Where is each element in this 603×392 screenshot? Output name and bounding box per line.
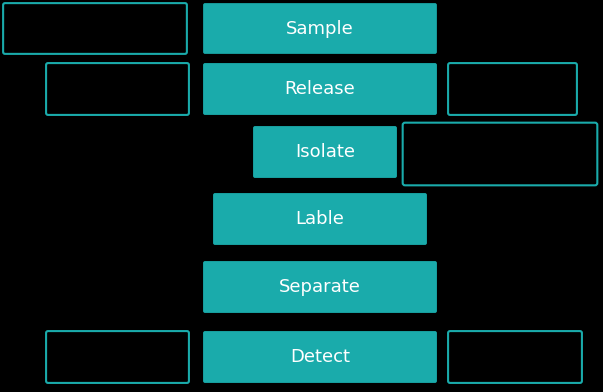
FancyBboxPatch shape: [3, 3, 187, 54]
FancyBboxPatch shape: [253, 126, 397, 178]
Text: Sample: Sample: [286, 20, 354, 38]
FancyBboxPatch shape: [203, 63, 437, 115]
FancyBboxPatch shape: [46, 331, 189, 383]
FancyBboxPatch shape: [203, 261, 437, 313]
Text: Isolate: Isolate: [295, 143, 355, 161]
Text: Separate: Separate: [279, 278, 361, 296]
Text: Lable: Lable: [295, 210, 344, 228]
FancyBboxPatch shape: [448, 63, 577, 115]
FancyBboxPatch shape: [203, 331, 437, 383]
FancyBboxPatch shape: [448, 331, 582, 383]
Text: Detect: Detect: [290, 348, 350, 366]
Text: Release: Release: [285, 80, 355, 98]
FancyBboxPatch shape: [46, 63, 189, 115]
FancyBboxPatch shape: [203, 3, 437, 54]
FancyBboxPatch shape: [213, 193, 427, 245]
FancyBboxPatch shape: [403, 123, 598, 185]
